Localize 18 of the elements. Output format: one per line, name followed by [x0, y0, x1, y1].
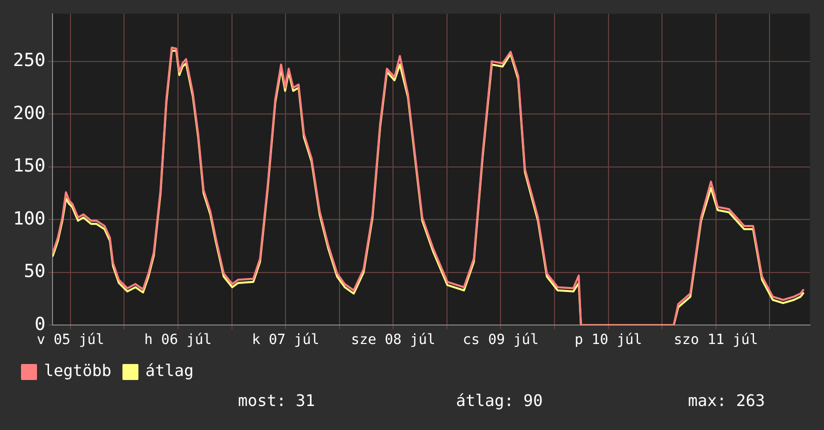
- y-tick-label: 250: [12, 50, 46, 71]
- x-tick-label: cs 09 júl: [462, 332, 539, 348]
- text: most: 31: [238, 391, 316, 410]
- x-tick-label: szo 11 júl: [674, 332, 758, 348]
- x-tick-label: p 10 júl: [574, 332, 642, 348]
- y-tick-label: 200: [12, 102, 46, 124]
- x-tick-label: k 07 júl: [252, 332, 320, 348]
- x-tick-label: sze 08 júl: [351, 332, 436, 348]
- text: átlag: 90: [456, 391, 543, 410]
- text: max: 263: [688, 391, 766, 410]
- y-tick-label: 0: [34, 314, 46, 335]
- y-tick-label: 100: [12, 208, 46, 230]
- x-tick-label: h 06 júl: [144, 332, 212, 348]
- x-tick-label: v 05 júl: [36, 332, 104, 348]
- y-tick-label: 50: [24, 261, 46, 282]
- legend-label: legtöbb: [44, 361, 112, 380]
- legend-label: átlag: [145, 361, 194, 380]
- y-tick-label: 150: [12, 156, 46, 177]
